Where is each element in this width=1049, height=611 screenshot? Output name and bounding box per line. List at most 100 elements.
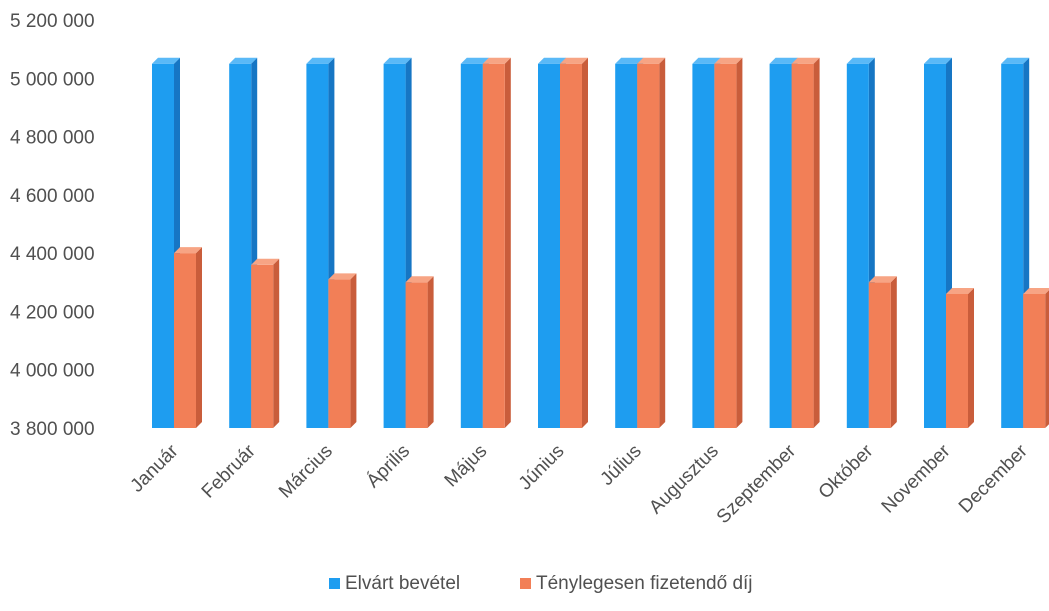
bar-front (306, 63, 329, 428)
x-tick-label: Március (275, 441, 337, 503)
y-axis: 3 800 000 4 000 000 4 200 000 4 400 000 4 60… (10, 11, 95, 440)
bar-front (692, 63, 715, 428)
bar-series-1 (946, 287, 974, 428)
bar-top (692, 57, 721, 64)
bar-top (306, 57, 335, 64)
bar-side (736, 57, 743, 428)
bar-top (1023, 287, 1049, 294)
x-tick-label: Szeptember (713, 440, 801, 528)
legend: Elvárt bevétel Ténylegesen fizetendő díj (329, 573, 753, 594)
bar-front (714, 63, 737, 428)
bar-side (350, 273, 357, 428)
bar-front (615, 63, 638, 428)
bar-front (383, 63, 406, 428)
y-tick-label: 4 400 000 (10, 244, 95, 265)
bar-series-1 (405, 276, 434, 428)
bar-top (152, 57, 180, 64)
bar-front (152, 63, 174, 428)
x-tick-label: Június (515, 441, 569, 495)
bar-front (538, 63, 560, 428)
bar-top (791, 57, 820, 64)
bar-top (405, 276, 434, 283)
bar-front (769, 63, 792, 428)
bar-series-1 (328, 273, 357, 428)
bar-top (615, 57, 644, 64)
legend-label: Ténylegesen fizetendő díj (536, 573, 753, 594)
bar-side (659, 57, 666, 428)
bar-top (868, 276, 897, 283)
y-tick-label: 3 800 000 (10, 419, 95, 440)
x-tick-label: Április (363, 441, 414, 492)
x-tick-label: December (955, 440, 1032, 517)
bar-side (273, 258, 280, 428)
bar-front (637, 63, 660, 428)
bar-front (946, 293, 968, 428)
y-tick-label: 4 800 000 (10, 128, 95, 149)
bar-series-1 (868, 276, 897, 428)
bar-series-1 (1023, 287, 1049, 428)
y-tick-label: 5 200 000 (10, 11, 95, 32)
bar-top (229, 57, 258, 64)
x-tick-label: Október (815, 440, 878, 503)
x-tick-label: Február (198, 440, 260, 502)
bar-series-1 (251, 258, 280, 428)
bar-top (482, 57, 511, 64)
bar-front (460, 63, 483, 428)
bar-side (582, 57, 588, 428)
bar-front (846, 63, 869, 428)
bar-top (560, 57, 588, 64)
bar-top (383, 57, 412, 64)
x-tick-label: November (878, 440, 955, 517)
bar-front (868, 282, 891, 428)
bar-top (637, 57, 666, 64)
bar-side (968, 287, 974, 428)
bar-series-1 (174, 247, 202, 428)
bar-top (769, 57, 798, 64)
bar-series-1 (791, 57, 820, 428)
legend-item-series-1: Ténylegesen fizetendő díj (520, 573, 753, 594)
bar-front (229, 63, 252, 428)
bar-front (1023, 293, 1046, 428)
legend-label: Elvárt bevétel (345, 573, 460, 594)
bar-front (1001, 63, 1024, 428)
bar-front (251, 264, 274, 428)
bar-front (328, 279, 351, 428)
bar-front (174, 253, 196, 428)
bar-side (813, 57, 820, 428)
y-tick-label: 4 200 000 (10, 302, 95, 323)
bar-series-1 (714, 57, 743, 428)
bar-side (427, 276, 434, 428)
bar-side (1045, 290, 1049, 428)
bar-series-1 (482, 57, 511, 428)
y-tick-label: 5 000 000 (10, 69, 95, 90)
y-tick-label: 4 000 000 (10, 361, 95, 382)
x-axis: Január Február Március Április Május Június Jú… (127, 440, 1033, 528)
bar-top (460, 57, 489, 64)
legend-swatch (520, 578, 531, 589)
x-tick-label: Július (597, 441, 646, 490)
bar-top (328, 273, 357, 280)
bar-top (1001, 57, 1030, 64)
legend-item-series-0: Elvárt bevétel (329, 573, 460, 594)
bar-front (482, 63, 505, 428)
y-tick-label: 4 600 000 (10, 186, 95, 207)
bar-series-1 (560, 57, 588, 428)
bar-front (791, 63, 814, 428)
bar-top (714, 57, 743, 64)
x-tick-label: Augusztus (645, 441, 723, 519)
bar-front (924, 63, 946, 428)
bar-front (560, 63, 582, 428)
bar-side (196, 247, 202, 428)
bar-side (890, 276, 897, 428)
bar-top (174, 247, 202, 254)
bars (152, 57, 1049, 428)
bar-top (251, 258, 280, 265)
legend-swatch (329, 578, 340, 589)
x-tick-label: Május (441, 441, 492, 492)
bar-side (504, 57, 511, 428)
bar-top (846, 57, 875, 64)
bar-top (924, 57, 952, 64)
x-tick-label: Január (127, 440, 183, 496)
bar-series-1 (637, 57, 666, 428)
